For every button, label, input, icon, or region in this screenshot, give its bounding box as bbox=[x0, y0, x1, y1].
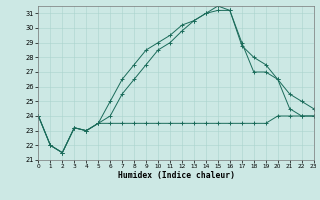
X-axis label: Humidex (Indice chaleur): Humidex (Indice chaleur) bbox=[117, 171, 235, 180]
